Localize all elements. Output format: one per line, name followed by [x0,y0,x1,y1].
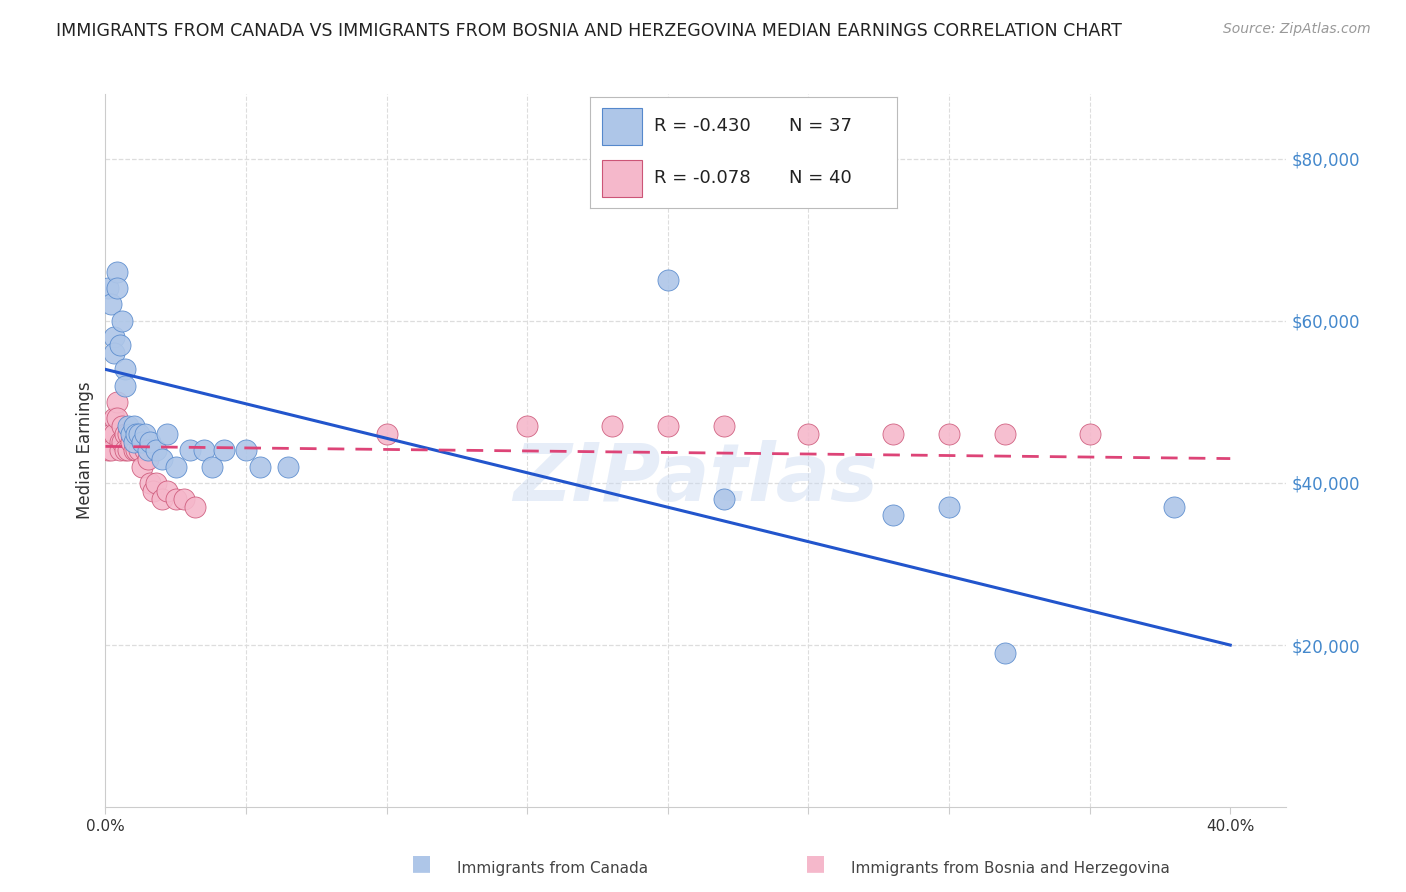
Point [114,443,136,458]
Point [120,435,142,450]
Point [139,435,162,450]
Point [145,443,167,458]
Bar [602,108,643,145]
Point [713,419,735,434]
Text: R = -0.078: R = -0.078 [654,169,751,187]
Point [249,459,271,474]
Point [994,427,1017,442]
Bar [602,161,643,197]
Point [117,427,139,442]
Point [600,419,623,434]
Point [103,411,125,425]
Point [142,483,165,498]
Point [111,419,134,434]
Point [103,346,125,360]
Point [165,492,187,507]
Point [156,427,179,442]
Point [120,427,142,442]
Text: N = 40: N = 40 [789,169,852,187]
Text: Immigrants from Bosnia and Herzegovina: Immigrants from Bosnia and Herzegovina [851,861,1170,876]
Text: ■: ■ [806,854,825,873]
Point [108,443,131,458]
Point [184,500,207,515]
Point [165,459,187,474]
Point [136,443,159,458]
Point [100,297,122,311]
Point [114,362,136,376]
Point [125,443,148,458]
Point [657,419,679,434]
Point [797,427,820,442]
Point [212,443,235,458]
Point [117,419,139,434]
Point [117,443,139,458]
Point [150,451,173,466]
Point [131,459,153,474]
Text: N = 37: N = 37 [789,117,852,135]
Point [882,508,904,523]
Y-axis label: Median Earnings: Median Earnings [76,382,94,519]
Point [114,378,136,392]
Point [128,443,150,458]
Point [150,492,173,507]
Point [122,443,145,458]
Point [111,435,134,450]
Point [516,419,538,434]
Point [193,443,215,458]
Point [235,443,257,458]
Point [97,281,120,295]
Text: Immigrants from Canada: Immigrants from Canada [457,861,648,876]
Text: ZIPatlas: ZIPatlas [513,440,879,518]
Point [1163,500,1185,515]
Point [105,411,128,425]
Point [882,427,904,442]
Text: IMMIGRANTS FROM CANADA VS IMMIGRANTS FROM BOSNIA AND HERZEGOVINA MEDIAN EARNINGS: IMMIGRANTS FROM CANADA VS IMMIGRANTS FRO… [56,22,1122,40]
Point [122,419,145,434]
Point [201,459,224,474]
Point [108,338,131,352]
Text: ■: ■ [412,854,432,873]
Point [103,330,125,344]
Point [111,314,134,328]
Point [134,427,156,442]
Point [145,475,167,490]
Point [713,492,735,507]
Point [125,427,148,442]
Point [136,451,159,466]
Point [105,281,128,295]
Point [100,443,122,458]
Point [375,427,398,442]
Point [134,443,156,458]
Point [114,427,136,442]
Point [938,500,960,515]
Text: Source: ZipAtlas.com: Source: ZipAtlas.com [1223,22,1371,37]
Point [131,435,153,450]
Point [97,443,120,458]
Point [105,265,128,279]
Point [938,427,960,442]
Point [122,435,145,450]
Point [105,394,128,409]
Point [994,646,1017,660]
Point [657,273,679,287]
Point [173,492,195,507]
Point [139,475,162,490]
Point [108,435,131,450]
Point [1078,427,1101,442]
Text: R = -0.430: R = -0.430 [654,117,751,135]
Point [179,443,201,458]
Point [156,483,179,498]
Point [103,427,125,442]
Point [128,427,150,442]
Point [100,427,122,442]
Point [277,459,299,474]
